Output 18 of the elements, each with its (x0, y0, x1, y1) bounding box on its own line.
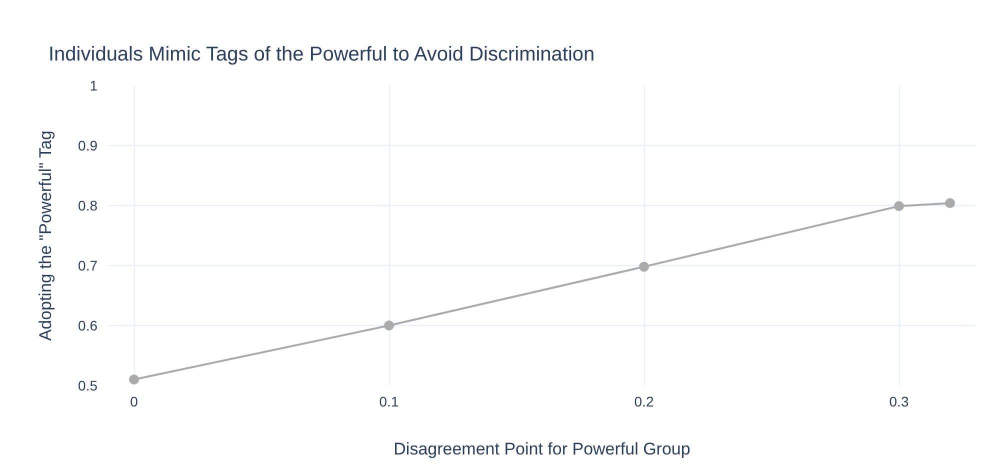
y-axis-title: Adopting the "Powerful" Tag (36, 130, 56, 341)
point (129, 374, 139, 384)
y-tick-label: 0.9 (78, 138, 98, 154)
x-tick-label: 0.1 (379, 394, 399, 410)
y-tick-label: 0.6 (78, 318, 98, 334)
point (384, 320, 394, 330)
x-tick-label: 0 (130, 394, 138, 410)
point (894, 201, 904, 212)
y-tick-label: 0.7 (78, 258, 98, 274)
y-tick-label: 0.5 (78, 378, 98, 394)
chart-title: Individuals Mimic Tags of the Powerful to Avoid Discrimination (48, 44, 595, 66)
x-tick-label: 0.2 (634, 394, 654, 410)
point (639, 262, 649, 272)
y-tick-label: 0.8 (78, 198, 98, 214)
x-tick-label: 0.3 (889, 394, 909, 410)
y-tick-label: 1 (90, 78, 98, 94)
x-axis-title: Disagreement Point for Powerful Group (394, 440, 690, 458)
point (945, 198, 955, 208)
